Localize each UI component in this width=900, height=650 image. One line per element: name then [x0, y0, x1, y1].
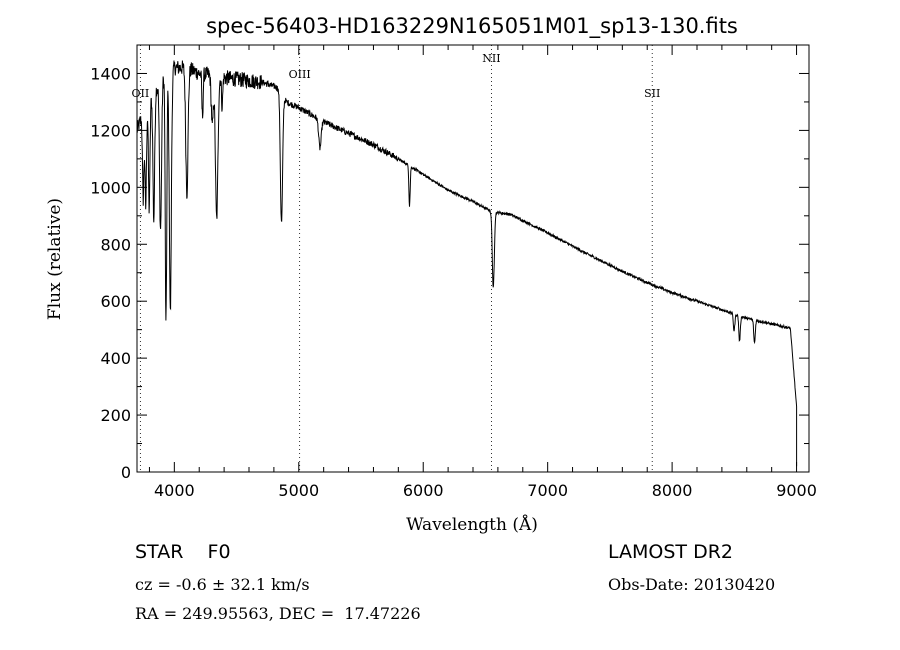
y-tick-label: 600	[100, 292, 131, 311]
y-axis: 0 200 400 600 800 1000 1200 1400	[90, 44, 809, 482]
x-tick-label: 9000	[776, 481, 817, 500]
survey-name: LAMOST DR2	[608, 541, 733, 563]
y-tick-label: 1400	[90, 64, 131, 83]
y-tick-label: 800	[100, 235, 131, 254]
plot-frame	[136, 44, 810, 473]
line-label-sii: SII	[644, 87, 660, 100]
spectrum-line	[136, 60, 798, 467]
x-tick-label: 5000	[278, 481, 319, 500]
line-label-nii: NII	[482, 52, 500, 65]
y-tick-label: 200	[100, 406, 131, 425]
y-tick-label: 1000	[90, 178, 131, 197]
object-class: STAR F0	[135, 541, 231, 563]
x-axis: 4000 5000 6000 7000 8000 9000	[148, 45, 817, 500]
x-tick-label: 6000	[403, 481, 444, 500]
y-axis-label: Flux (relative)	[45, 198, 65, 320]
redshift-cz: cz = -0.6 ± 32.1 km/s	[135, 575, 310, 594]
emission-line-markers: OII OIII NII SII	[132, 45, 660, 472]
y-tick-label: 0	[121, 463, 131, 482]
x-tick-label: 4000	[154, 481, 195, 500]
y-tick-label: 1200	[90, 121, 131, 140]
x-tick-label: 8000	[652, 481, 693, 500]
ra-dec-coordinates: RA = 249.95563, DEC = 17.47226	[135, 604, 421, 623]
obs-date: Obs-Date: 20130420	[608, 575, 776, 594]
y-tick-label: 400	[100, 349, 131, 368]
x-axis-label: Wavelength (Å)	[406, 514, 538, 535]
x-tick-label: 7000	[527, 481, 568, 500]
line-label-oiii: OIII	[289, 68, 311, 81]
line-label-oii: OII	[132, 87, 150, 100]
chart-title: spec-56403-HD163229N165051M01_sp13-130.f…	[206, 14, 738, 39]
